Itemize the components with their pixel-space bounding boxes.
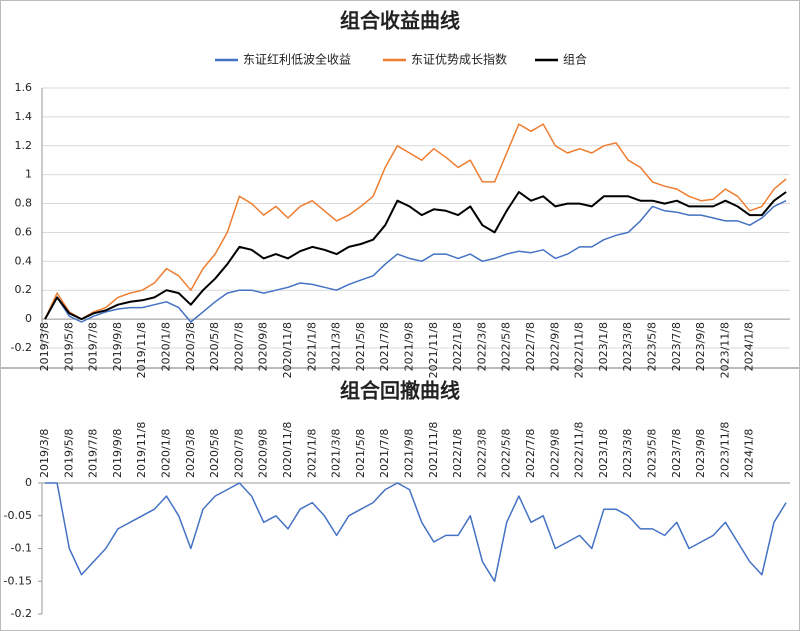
y-tick-label: 1.4 bbox=[15, 110, 33, 123]
x-tick-label: 2022/1/8 bbox=[451, 429, 464, 478]
series-line bbox=[45, 482, 787, 583]
x-tick-label: 2023/1/8 bbox=[597, 322, 610, 371]
y-tick-label: 0.6 bbox=[15, 225, 33, 238]
x-tick-label: 2023/5/8 bbox=[646, 322, 659, 371]
x-tick-label: 2021/7/8 bbox=[378, 429, 391, 478]
y-tick-label: -0.15 bbox=[4, 574, 32, 587]
x-tick-label: 2023/3/8 bbox=[621, 322, 634, 371]
x-tick-label: 2021/5/8 bbox=[354, 322, 367, 371]
series-line bbox=[44, 191, 787, 321]
x-tick-label: 2022/1/8 bbox=[451, 322, 464, 371]
x-tick-label: 2021/11/8 bbox=[427, 422, 440, 478]
x-tick-label: 2020/1/8 bbox=[160, 322, 173, 371]
x-tick-label: 2021/9/8 bbox=[403, 429, 416, 478]
x-tick-label: 2019/11/8 bbox=[135, 322, 148, 378]
x-tick-label: 2020/11/8 bbox=[281, 422, 294, 478]
x-tick-label: 2019/9/8 bbox=[111, 429, 124, 478]
x-tick-label: 2020/11/8 bbox=[281, 322, 294, 378]
y-tick-label: -0.05 bbox=[4, 509, 32, 522]
series-line bbox=[44, 200, 787, 323]
x-tick-label: 2023/9/8 bbox=[694, 322, 707, 371]
y-tick-label: 1.6 bbox=[15, 81, 33, 94]
x-tick-label: 2020/1/8 bbox=[160, 429, 173, 478]
x-tick-label: 2021/1/8 bbox=[305, 322, 318, 371]
x-tick-label: 2022/11/8 bbox=[573, 322, 586, 378]
y-tick-label: -0.1 bbox=[11, 542, 32, 555]
x-tick-label: 2020/5/8 bbox=[208, 429, 221, 478]
x-tick-label: 2022/11/8 bbox=[573, 422, 586, 478]
y-tick-label: 1.2 bbox=[15, 139, 33, 152]
x-tick-label: 2022/5/8 bbox=[500, 429, 513, 478]
x-tick-label: 2021/3/8 bbox=[330, 429, 343, 478]
x-tick-label: 2019/11/8 bbox=[135, 422, 148, 478]
x-tick-label: 2023/5/8 bbox=[646, 429, 659, 478]
x-tick-label: 2019/7/8 bbox=[87, 322, 100, 371]
x-tick-label: 2021/1/8 bbox=[305, 429, 318, 478]
x-tick-label: 2019/5/8 bbox=[62, 429, 75, 478]
x-tick-label: 2024/1/8 bbox=[743, 322, 756, 371]
x-tick-label: 2021/3/8 bbox=[330, 322, 343, 371]
x-tick-label: 2020/9/8 bbox=[257, 322, 270, 371]
legend-label: 东证优势成长指数 bbox=[411, 52, 507, 67]
x-tick-label: 2023/7/8 bbox=[670, 322, 683, 371]
y-tick-label: 0.8 bbox=[15, 197, 33, 210]
x-tick-label: 2019/9/8 bbox=[111, 322, 124, 371]
x-tick-label: 2019/7/8 bbox=[87, 429, 100, 478]
x-tick-label: 2023/1/8 bbox=[597, 429, 610, 478]
x-tick-label: 2024/1/8 bbox=[743, 429, 756, 478]
x-tick-label: 2023/11/8 bbox=[718, 422, 731, 478]
x-tick-label: 2023/9/8 bbox=[694, 429, 707, 478]
legend-label: 东证红利低波全收益 bbox=[243, 52, 351, 67]
x-tick-label: 2022/9/8 bbox=[548, 429, 561, 478]
y-tick-label: -0.2 bbox=[11, 607, 32, 620]
y-tick-label: 0 bbox=[25, 312, 32, 325]
series-line bbox=[44, 123, 787, 320]
x-tick-label: 2022/7/8 bbox=[524, 322, 537, 371]
x-tick-label: 2020/7/8 bbox=[232, 429, 245, 478]
y-tick-label: 0.2 bbox=[15, 283, 33, 296]
x-tick-label: 2023/11/8 bbox=[718, 322, 731, 378]
x-tick-label: 2021/7/8 bbox=[378, 322, 391, 371]
x-tick-label: 2021/5/8 bbox=[354, 429, 367, 478]
x-tick-label: 2020/5/8 bbox=[208, 322, 221, 371]
x-tick-label: 2022/3/8 bbox=[475, 322, 488, 371]
x-tick-label: 2022/3/8 bbox=[475, 429, 488, 478]
x-tick-label: 2020/3/8 bbox=[184, 322, 197, 371]
y-tick-label: 0 bbox=[25, 476, 32, 489]
y-tick-label: -0.2 bbox=[11, 341, 32, 354]
x-tick-label: 2019/3/8 bbox=[38, 429, 51, 478]
chart-title: 组合回撤曲线 bbox=[340, 379, 460, 403]
x-tick-label: 2019/3/8 bbox=[38, 322, 51, 371]
x-tick-label: 2019/5/8 bbox=[62, 322, 75, 371]
x-tick-label: 2020/3/8 bbox=[184, 429, 197, 478]
frame bbox=[0, 0, 800, 368]
y-tick-label: 0.4 bbox=[15, 254, 33, 267]
x-tick-label: 2022/7/8 bbox=[524, 429, 537, 478]
x-tick-label: 2022/5/8 bbox=[500, 322, 513, 371]
chart-title: 组合收益曲线 bbox=[340, 9, 460, 33]
x-tick-label: 2023/7/8 bbox=[670, 429, 683, 478]
x-tick-label: 2020/7/8 bbox=[232, 322, 245, 371]
x-tick-label: 2022/9/8 bbox=[548, 322, 561, 371]
x-tick-label: 2021/9/8 bbox=[403, 322, 416, 371]
y-tick-label: 1 bbox=[25, 168, 32, 181]
frame bbox=[0, 368, 800, 631]
x-tick-label: 2021/11/8 bbox=[427, 322, 440, 378]
legend-label: 组合 bbox=[563, 52, 587, 67]
x-tick-label: 2020/9/8 bbox=[257, 429, 270, 478]
x-tick-label: 2023/3/8 bbox=[621, 429, 634, 478]
